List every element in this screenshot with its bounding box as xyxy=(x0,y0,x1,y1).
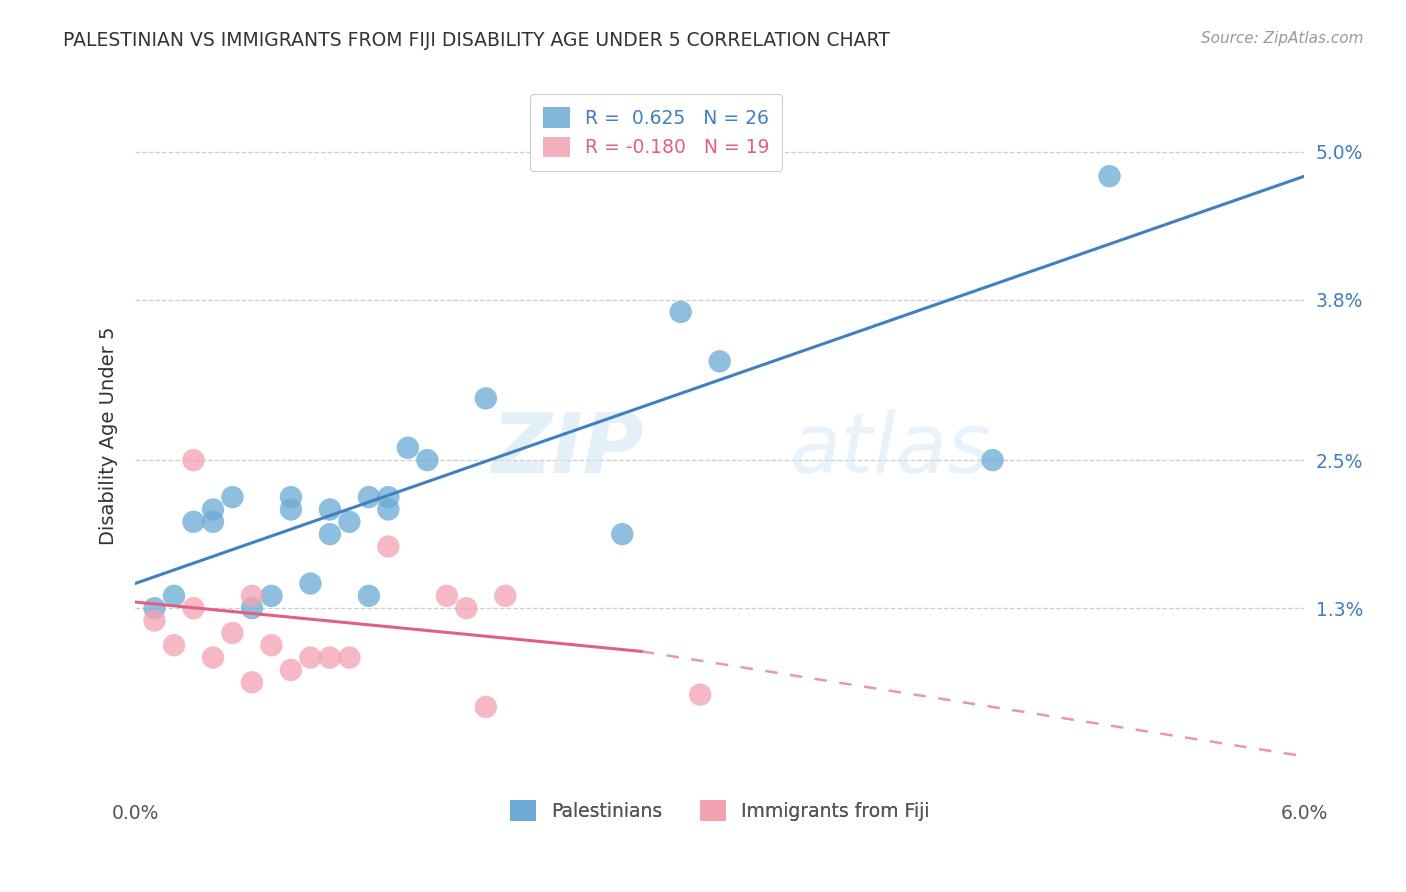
Text: atlas: atlas xyxy=(790,409,991,491)
Point xyxy=(260,589,283,603)
Point xyxy=(981,453,1004,467)
Point xyxy=(221,490,243,504)
Point xyxy=(299,576,322,591)
Point xyxy=(357,589,380,603)
Point xyxy=(689,688,711,702)
Point xyxy=(709,354,731,368)
Text: Source: ZipAtlas.com: Source: ZipAtlas.com xyxy=(1201,31,1364,46)
Point xyxy=(183,453,205,467)
Point xyxy=(163,638,186,652)
Point xyxy=(377,502,399,516)
Point xyxy=(280,502,302,516)
Point xyxy=(183,515,205,529)
Point xyxy=(339,515,361,529)
Point xyxy=(456,601,478,615)
Point xyxy=(475,700,498,714)
Point xyxy=(319,527,342,541)
Point xyxy=(240,589,263,603)
Point xyxy=(612,527,634,541)
Point xyxy=(319,502,342,516)
Point xyxy=(201,502,224,516)
Point xyxy=(299,650,322,665)
Point xyxy=(475,392,498,406)
Point xyxy=(163,589,186,603)
Point xyxy=(1098,169,1121,184)
Point xyxy=(377,490,399,504)
Point xyxy=(396,441,419,455)
Point xyxy=(280,490,302,504)
Point xyxy=(669,305,692,319)
Point xyxy=(143,601,166,615)
Point xyxy=(377,540,399,554)
Point xyxy=(260,638,283,652)
Point xyxy=(240,675,263,690)
Point xyxy=(494,589,516,603)
Point xyxy=(357,490,380,504)
Point xyxy=(280,663,302,677)
Point xyxy=(436,589,458,603)
Point xyxy=(201,650,224,665)
Point xyxy=(183,601,205,615)
Text: PALESTINIAN VS IMMIGRANTS FROM FIJI DISABILITY AGE UNDER 5 CORRELATION CHART: PALESTINIAN VS IMMIGRANTS FROM FIJI DISA… xyxy=(63,31,890,50)
Point xyxy=(201,515,224,529)
Text: ZIP: ZIP xyxy=(491,409,644,491)
Point xyxy=(416,453,439,467)
Point xyxy=(221,626,243,640)
Point xyxy=(240,601,263,615)
Point xyxy=(319,650,342,665)
Point xyxy=(339,650,361,665)
Legend: Palestinians, Immigrants from Fiji: Palestinians, Immigrants from Fiji xyxy=(496,788,942,834)
Y-axis label: Disability Age Under 5: Disability Age Under 5 xyxy=(100,326,118,545)
Point xyxy=(143,614,166,628)
